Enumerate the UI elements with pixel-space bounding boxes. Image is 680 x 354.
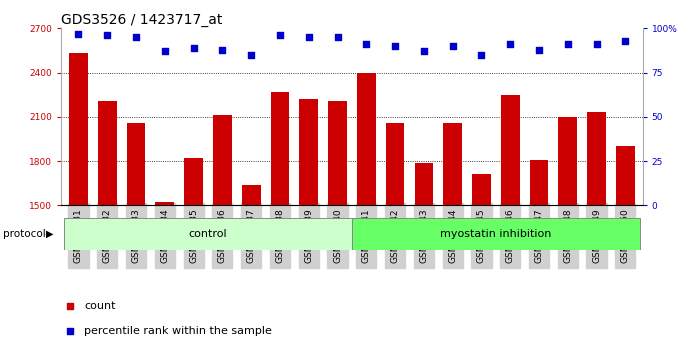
Point: [217, 47, 228, 52]
Point: [159, 48, 170, 54]
Point: [505, 41, 515, 47]
Point: [245, 52, 256, 58]
Point: [188, 45, 199, 51]
Point: [332, 34, 343, 40]
Point: [65, 303, 75, 309]
Point: [591, 41, 602, 47]
Point: [476, 52, 487, 58]
Text: GDS3526 / 1423717_at: GDS3526 / 1423717_at: [61, 13, 222, 27]
Text: protocol: protocol: [3, 229, 46, 239]
Text: percentile rank within the sample: percentile rank within the sample: [84, 326, 272, 336]
Bar: [352, 218, 640, 250]
Bar: [213, 115, 232, 354]
Bar: [69, 53, 88, 354]
Point: [361, 41, 372, 47]
Point: [418, 48, 429, 54]
Bar: [558, 117, 577, 354]
Bar: [271, 92, 289, 354]
Point: [65, 328, 75, 334]
Point: [534, 47, 545, 52]
Bar: [588, 113, 606, 354]
Text: count: count: [84, 301, 116, 311]
Point: [275, 33, 286, 38]
Bar: [328, 101, 347, 354]
Bar: [242, 185, 260, 354]
Point: [303, 34, 314, 40]
Text: myostatin inhibition: myostatin inhibition: [440, 229, 551, 239]
Bar: [299, 99, 318, 354]
Bar: [184, 158, 203, 354]
Point: [73, 31, 84, 36]
Text: ▶: ▶: [46, 229, 53, 239]
Bar: [443, 123, 462, 354]
Bar: [501, 95, 520, 354]
Bar: [64, 218, 352, 250]
Bar: [415, 162, 433, 354]
Bar: [156, 202, 174, 354]
Point: [131, 34, 141, 40]
Point: [447, 43, 458, 49]
Bar: [98, 101, 116, 354]
Bar: [616, 146, 634, 354]
Bar: [386, 123, 405, 354]
Bar: [357, 73, 375, 354]
Bar: [472, 175, 491, 354]
Point: [390, 43, 401, 49]
Point: [620, 38, 631, 44]
Point: [102, 33, 113, 38]
Text: control: control: [188, 229, 227, 239]
Point: [562, 41, 573, 47]
Bar: [126, 123, 146, 354]
Bar: [530, 160, 548, 354]
